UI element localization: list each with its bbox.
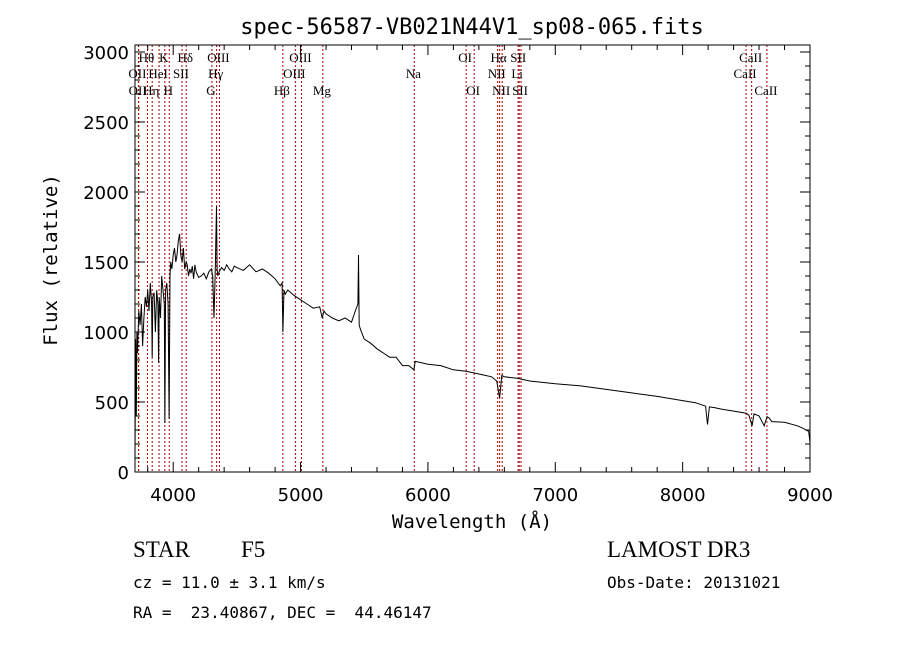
x-tick-label-3: 7000 — [532, 485, 578, 506]
ra-dec: RA = 23.40867, DEC = 44.46147 — [133, 603, 432, 622]
line-label-H-eta: Hη — [143, 83, 159, 98]
line-label-H: H — [164, 83, 173, 98]
line-label-OII-a: OII — [128, 66, 146, 81]
axes-ticks: 4000 5000 6000 7000 8000 9000 0 500 1000 1500 2000… — [83, 43, 833, 506]
redshift-cz: cz = 11.0 ± 3.1 km/s — [133, 573, 326, 592]
line-label-SII-c: SII — [512, 83, 528, 98]
line-label-H-gamma: Hγ — [208, 66, 223, 81]
line-label-CaII-b: CaII — [734, 66, 757, 81]
line-label-NII-b: NII — [492, 83, 510, 98]
line-label-CaII-c: CaII — [754, 83, 777, 98]
line-label-H-theta: Hθ — [139, 50, 155, 65]
line-label-K: K — [159, 50, 169, 65]
flux-series-line — [134, 205, 811, 461]
x-axis-label: Wavelength (Å) — [392, 510, 552, 533]
y-axis-label: Flux (relative) — [40, 174, 62, 346]
line-label-H-alpha: Hα — [491, 50, 507, 65]
x-tick-label-2: 6000 — [405, 485, 451, 506]
line-label-OII-b: OII — [129, 83, 147, 98]
x-tick-label-4: 8000 — [660, 485, 706, 506]
line-label-OI-6300: OI — [458, 50, 472, 65]
chart-title: spec-56587-VB021N44V1_sp08-065.fits — [240, 15, 704, 40]
x-tick-label-0: 4000 — [150, 485, 196, 506]
line-label-SII-a: SII — [173, 66, 189, 81]
line-label-HeI: HeI — [148, 66, 168, 81]
line-label-OIII-5007: OIII — [289, 50, 311, 65]
object-class: STAR — [133, 537, 190, 562]
line-label-H-delta: Hδ — [177, 50, 193, 65]
emission-line-markers — [137, 45, 768, 472]
y-tick-label-4: 2000 — [83, 183, 129, 204]
line-label-NII-a: NII — [488, 66, 506, 81]
y-tick-label-0: 0 — [118, 463, 129, 484]
y-tick-label-6: 3000 — [83, 43, 129, 64]
line-label-Li: Li — [511, 66, 523, 81]
x-tick-label-1: 5000 — [278, 485, 324, 506]
plot-frame — [134, 44, 811, 473]
line-label-OI-6363: OI — [466, 83, 480, 98]
y-tick-label-2: 1000 — [83, 323, 129, 344]
object-subclass: F5 — [241, 537, 266, 562]
y-tick-label-3: 1500 — [83, 253, 129, 274]
line-label-H-beta: Hβ — [274, 83, 290, 98]
line-label-Na: Na — [406, 66, 421, 81]
x-tick-label-5: 9000 — [787, 485, 833, 506]
line-label-Mg: Mg — [313, 83, 332, 98]
line-label-OIII-4363: OIII — [207, 50, 229, 65]
y-tick-label-1: 500 — [95, 393, 129, 414]
line-label-OIII-4959: OIII — [283, 66, 305, 81]
line-label-SII-b: SII — [510, 50, 526, 65]
y-tick-label-5: 2500 — [83, 113, 129, 134]
survey-name: LAMOST DR3 — [607, 537, 751, 562]
line-label-G: G — [206, 83, 215, 98]
observation-date: Obs-Date: 20131021 — [607, 573, 781, 592]
line-label-CaII-a: CaII — [739, 50, 762, 65]
